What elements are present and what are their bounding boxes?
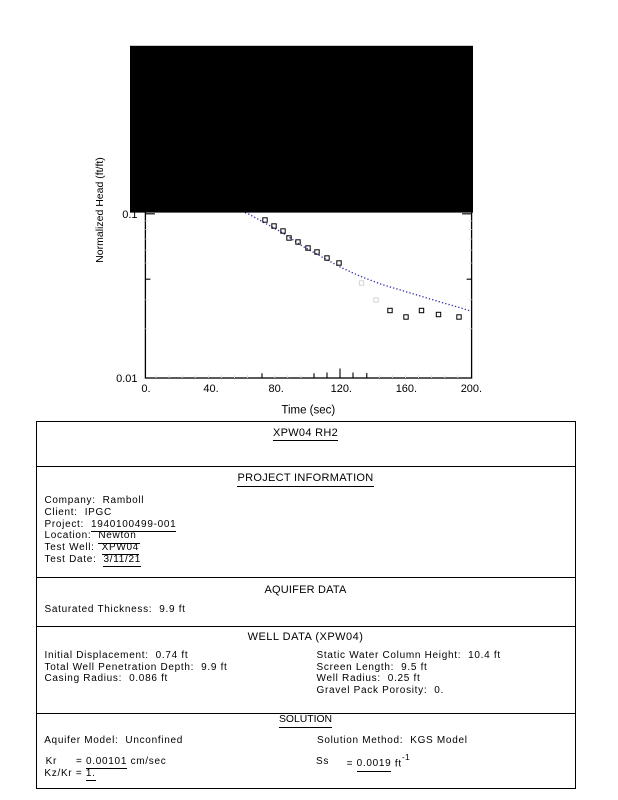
svg-text:Normalized Head (ft/ft): Normalized Head (ft/ft): [94, 157, 106, 263]
svg-text:0.1: 0.1: [122, 209, 137, 221]
svg-text:40.: 40.: [203, 383, 218, 395]
svg-text:0.: 0.: [141, 383, 150, 395]
svg-text:200.: 200.: [461, 383, 482, 395]
svg-text:160.: 160.: [396, 383, 417, 395]
svg-text:120.: 120.: [331, 383, 352, 395]
svg-text:80.: 80.: [269, 383, 284, 395]
svg-text:0.01: 0.01: [116, 373, 137, 385]
svg-text:Time (sec): Time (sec): [281, 405, 335, 417]
